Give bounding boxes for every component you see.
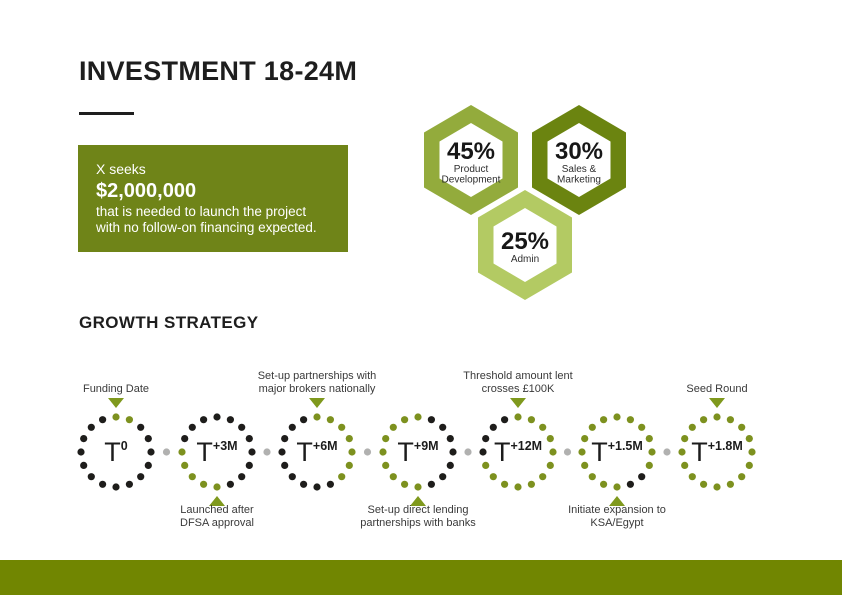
separator-dot — [663, 448, 671, 456]
separator-dot — [363, 448, 372, 456]
milestone-6: T+1.8M Seed Round — [678, 383, 756, 491]
milestone-label: Set-up direct lending — [368, 504, 469, 516]
hexagon-label: Product — [454, 164, 489, 175]
separator-dot — [464, 448, 472, 456]
milestone-time-label: T+1.5M — [591, 437, 643, 467]
milestone-marker-triangle — [709, 398, 725, 408]
allocation-hexagon-1: 30%Sales &Marketing — [532, 105, 626, 215]
separator-dot — [162, 448, 171, 456]
milestone-label: crosses £100K — [482, 383, 555, 395]
dot-ring — [578, 413, 656, 491]
milestone-marker-triangle — [510, 398, 526, 408]
hexagon-percentage: 45% — [447, 138, 495, 165]
investment-amount: $2,000,000 — [96, 180, 197, 202]
milestone-marker-triangle — [309, 398, 325, 408]
milestone-label: major brokers nationally — [259, 383, 376, 395]
hexagon-label: Sales & — [562, 164, 597, 175]
investment-detail-line2: with no follow-on financing expected. — [96, 219, 317, 235]
hexagon-label: Marketing — [557, 175, 601, 186]
dot-ring — [678, 413, 756, 491]
dot-ring — [379, 413, 457, 491]
hexagon-percentage: 25% — [501, 228, 549, 255]
investment-detail-line1: that is needed to launch the project — [96, 204, 307, 219]
footer-bar — [0, 560, 842, 595]
dot-ring — [77, 413, 155, 491]
hexagon-inner — [493, 208, 557, 282]
milestone-time-label: T+6M — [296, 437, 337, 467]
milestone-marker-triangle — [410, 496, 426, 506]
dot-ring — [479, 413, 557, 491]
milestone-label: Initiate expansion to — [568, 504, 666, 516]
milestone-marker-triangle — [209, 496, 225, 506]
dot-ring — [178, 413, 256, 491]
page-title: INVESTMENT 18-24M — [79, 56, 358, 86]
milestone-time-label: T0 — [104, 437, 128, 467]
milestone-label: DFSA approval — [180, 517, 254, 529]
separator-dot — [563, 448, 572, 456]
milestone-label: Set-up partnerships with — [258, 370, 377, 382]
hexagon-inner — [439, 123, 503, 197]
separator-dot — [263, 448, 271, 456]
title-underline — [79, 112, 134, 115]
growth-strategy-heading: GROWTH STRATEGY — [79, 313, 259, 332]
investment-intro: X seeks — [96, 161, 146, 177]
milestone-label: Launched after — [180, 504, 254, 516]
milestone-label: partnerships with banks — [360, 517, 476, 529]
milestone-label: Seed Round — [686, 383, 747, 395]
milestone-time-label: T+1.8M — [691, 437, 743, 467]
investment-summary-box: X seeks $2,000,000 that is needed to lau… — [78, 145, 348, 252]
milestone-marker-triangle — [108, 398, 124, 408]
milestone-time-label: T+3M — [196, 437, 237, 467]
hexagon-label: Admin — [511, 254, 539, 265]
milestone-time-label: T+12M — [494, 437, 542, 467]
dot-ring — [278, 413, 356, 491]
hexagon-label: Development — [442, 175, 501, 186]
allocation-hexagon-2: 25%Admin — [478, 190, 572, 300]
milestone-0: T0 Funding Date — [77, 383, 155, 491]
milestone-marker-triangle — [609, 496, 625, 506]
milestone-label: Funding Date — [83, 383, 149, 395]
milestone-label: Threshold amount lent — [463, 370, 572, 382]
hexagon-percentage: 30% — [555, 138, 603, 165]
hexagon-inner — [547, 123, 611, 197]
milestone-label: KSA/Egypt — [590, 517, 643, 529]
milestone-time-label: T+9M — [397, 437, 438, 467]
